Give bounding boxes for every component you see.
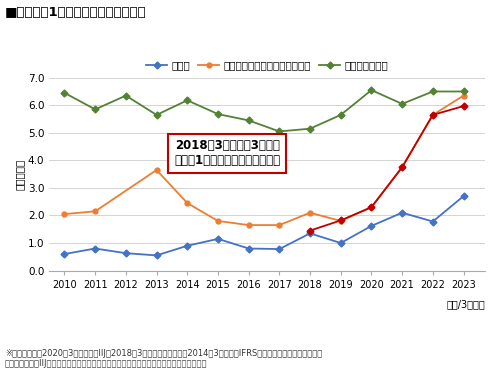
- インターネットイニシアティブ: [246, 223, 252, 227]
- 富士通: [399, 211, 405, 215]
- インターネットイニシアティブ: [92, 209, 98, 214]
- 野村総合研究所: [154, 113, 160, 117]
- 富士通: [460, 194, 466, 198]
- 野村総合研究所: [399, 102, 405, 106]
- インターネットイニシアティブ: [338, 219, 344, 223]
- インターネットイニシアティブ: [215, 219, 221, 223]
- 野村総合研究所: [368, 88, 374, 92]
- インターネットイニシアティブ: [368, 205, 374, 209]
- インターネットイニシアティブ: [276, 223, 282, 227]
- 富士通: [338, 241, 344, 245]
- インターネットイニシアティブ: [307, 211, 313, 215]
- 野村総合研究所: [92, 107, 98, 112]
- 富士通: [215, 237, 221, 241]
- 富士通: [276, 247, 282, 251]
- 富士通: [307, 231, 313, 235]
- 野村総合研究所: [338, 113, 344, 117]
- 野村総合研究所: [276, 129, 282, 134]
- Legend: 富士通, インターネットイニシアティブ, 野村総合研究所: 富士通, インターネットイニシアティブ, 野村総合研究所: [146, 61, 388, 71]
- 富士通: [430, 219, 436, 224]
- 野村総合研究所: [460, 89, 466, 94]
- 野村総合研究所: [215, 112, 221, 116]
- 富士通: [62, 252, 68, 256]
- Line: インターネットイニシアティブ: インターネットイニシアティブ: [62, 93, 466, 228]
- 富士通: [368, 224, 374, 228]
- 野村総合研究所: [123, 93, 129, 98]
- 富士通: [246, 246, 252, 251]
- Text: ※　野村総研は2020年3月期から、IIJは2018年3月期から、富士通は2014年3月期からIFRS（国際財務報告基準）の数値
　（それ以前はIIJは米国会計: ※ 野村総研は2020年3月期から、IIJは2018年3月期から、富士通は201…: [5, 349, 322, 368]
- Y-axis label: （百万円）: （百万円）: [15, 158, 25, 190]
- インターネットイニシアティブ: [399, 165, 405, 170]
- Line: 野村総合研究所: 野村総合研究所: [62, 88, 466, 134]
- 野村総合研究所: [184, 98, 190, 103]
- Line: 富士通: 富士通: [62, 194, 466, 258]
- インターネットイニシアティブ: [430, 113, 436, 117]
- インターネットイニシアティブ: [184, 201, 190, 205]
- 富士通: [154, 253, 160, 258]
- 野村総合研究所: [62, 91, 68, 95]
- 富士通: [184, 244, 190, 248]
- 野村総合研究所: [430, 89, 436, 94]
- 野村総合研究所: [307, 126, 313, 131]
- Text: ■　従業員1人当たり営業利益の推移: ■ 従業員1人当たり営業利益の推移: [5, 6, 146, 19]
- インターネットイニシアティブ: [460, 93, 466, 98]
- 富士通: [92, 246, 98, 251]
- 野村総合研究所: [246, 118, 252, 123]
- Text: 2018年3月期以降3社とも
従業員1人当たり営業利益が上昇: 2018年3月期以降3社とも 従業員1人当たり営業利益が上昇: [174, 140, 280, 167]
- Text: （年/3月期）: （年/3月期）: [446, 299, 485, 310]
- インターネットイニシアティブ: [154, 168, 160, 172]
- 富士通: [123, 251, 129, 256]
- インターネットイニシアティブ: [62, 212, 68, 216]
